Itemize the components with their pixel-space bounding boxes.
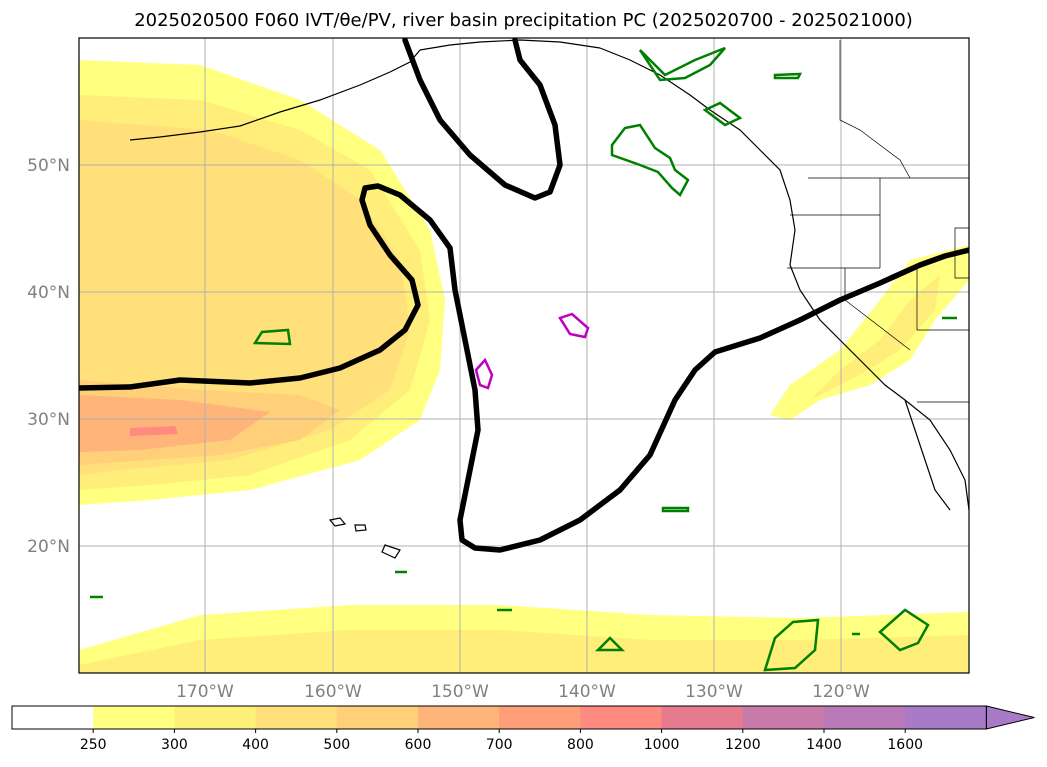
colorbar-tick-label: 1000 [644, 737, 680, 753]
lat-label-50n: 50°N [27, 156, 70, 176]
colorbar-tick-label: 1400 [806, 737, 842, 753]
colorbar-segment [255, 706, 338, 729]
colorbar-segment [824, 706, 906, 729]
colorbar-segment [905, 706, 987, 729]
lon-label-120w: 120°W [812, 682, 870, 702]
colorbar-segment [418, 706, 500, 729]
colorbar-tick-label: 1600 [887, 737, 923, 753]
lon-label-160w: 160°W [304, 682, 362, 702]
colorbar-tick-label: 1200 [725, 737, 761, 753]
colorbar-segment [93, 706, 175, 729]
colorbar-tick-labels: 250 300 400 500 600 700 800 1000 1200 1400 1600 [80, 737, 923, 753]
precip-magenta-contours [474, 312, 590, 390]
colorbar-segment [499, 706, 581, 729]
coastlines [129, 39, 969, 559]
colorbar-tick-label: 800 [567, 737, 594, 753]
colorbar-segment [742, 706, 825, 729]
ivt-shading-southern [79, 605, 969, 673]
lat-label-20n: 20°N [27, 537, 70, 557]
colorbar-tick-label: 300 [161, 737, 188, 753]
colorbar-tick-label: 600 [405, 737, 432, 753]
ivt-shading-california [770, 245, 969, 420]
colorbar-tick-label: 500 [323, 737, 350, 753]
colorbar-segment [336, 706, 419, 729]
map-frame [78, 37, 970, 674]
map-title: 2025020500 F060 IVT/θe/PV, river basin p… [134, 10, 913, 31]
theta-pv-contours [79, 38, 969, 553]
colorbar-segment [580, 706, 663, 729]
colorbar-tick-label: 400 [242, 737, 269, 753]
colorbar-segment [174, 706, 257, 729]
colorbar-segment [12, 706, 94, 729]
lat-label-30n: 30°N [27, 410, 70, 430]
lon-label-130w: 130°W [685, 682, 743, 702]
colorbar-tick-label: 700 [486, 737, 513, 753]
lon-label-170w: 170°W [176, 682, 234, 702]
colorbar-extend-arrow [985, 705, 1035, 730]
colorbar-segment [661, 706, 744, 729]
precip-green-contours [90, 46, 957, 672]
lon-label-150w: 150°W [431, 682, 489, 702]
lat-label-40n: 40°N [27, 283, 70, 303]
lon-label-140w: 140°W [558, 682, 616, 702]
colorbar-tick-label: 250 [80, 737, 107, 753]
colorbar [11, 705, 1035, 733]
